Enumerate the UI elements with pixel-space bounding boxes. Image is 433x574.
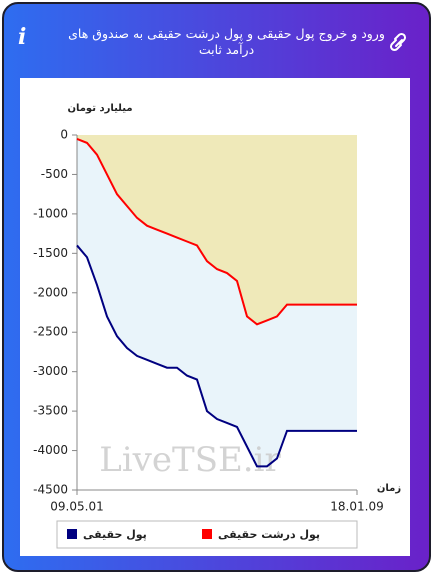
series-line xyxy=(76,138,357,326)
y-tick-label: -1500 xyxy=(33,246,68,260)
y-tick-label: -3000 xyxy=(33,364,68,378)
area xyxy=(77,138,357,467)
chart-title: ورود و خروج پول حقیقی و پول درشت حقیقی ب… xyxy=(68,26,385,57)
y-tick-label: -500 xyxy=(41,167,68,181)
x-tick-label: 09.05.01 xyxy=(50,500,103,514)
y-tick-label: -2000 xyxy=(33,285,68,299)
area xyxy=(77,135,357,325)
y-tick-label: -3500 xyxy=(33,404,68,418)
y-tick-label: -4500 xyxy=(33,483,68,497)
y-tick-label: 0 xyxy=(60,128,68,142)
y-tick-label: -2500 xyxy=(33,325,68,339)
y-tick-label: -4000 xyxy=(33,443,68,457)
x-tick-label: 18.01.09 xyxy=(330,500,383,514)
legend-label: پول حقیقی xyxy=(83,528,147,541)
watermark: LiveTSE.ir xyxy=(99,440,281,480)
y-axis-label: میلیارد تومان xyxy=(67,103,132,114)
x-axis-label: زمان xyxy=(377,483,401,494)
legend-swatch xyxy=(67,529,77,539)
legend-swatch xyxy=(202,529,212,539)
series-line xyxy=(76,244,357,468)
info-icon[interactable]: i xyxy=(18,24,27,50)
y-tick-label: -1000 xyxy=(33,206,68,220)
legend-label: پول درشت حقیقی xyxy=(218,528,320,541)
